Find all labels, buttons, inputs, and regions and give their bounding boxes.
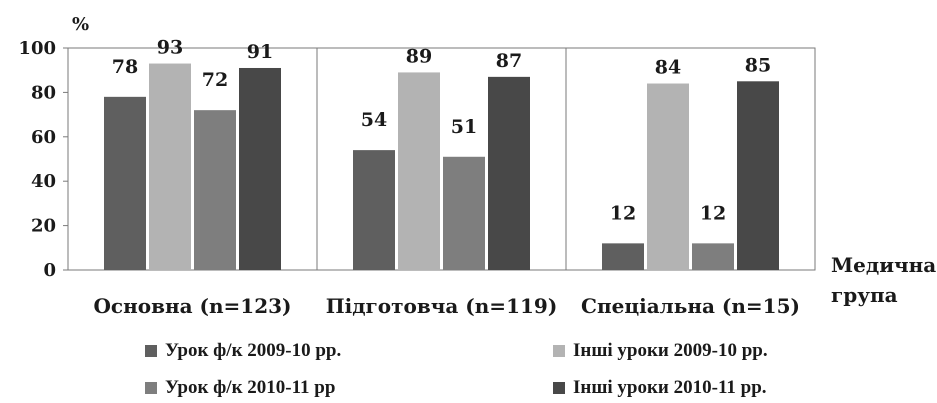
bar [194, 110, 236, 270]
legend-swatch [553, 382, 565, 394]
y-axis-label: % [72, 14, 89, 35]
bar [488, 76, 530, 270]
bar [398, 72, 440, 270]
plot-frame [63, 47, 816, 271]
data-label: 93 [157, 37, 183, 59]
legend-label: Інші уроки 2009-10 рр. [573, 340, 768, 361]
x-category-label: Підготовча (n=119) [326, 294, 558, 318]
bar [602, 243, 644, 270]
data-label: 78 [112, 56, 138, 78]
x-axis-label-line: Медична [831, 253, 936, 277]
legend-label: Урок ф/к 2010-11 рр [165, 377, 336, 398]
data-label: 51 [451, 116, 477, 138]
legend-label: Інші уроки 2010-11 рр. [573, 377, 767, 398]
legend-label: Урок ф/к 2009-10 рр. [165, 340, 342, 361]
data-label: 89 [406, 45, 432, 67]
data-label: 85 [745, 54, 771, 76]
bar [149, 63, 191, 270]
bar [353, 150, 395, 270]
bar [737, 81, 779, 270]
bars [104, 63, 779, 271]
bar [239, 67, 281, 270]
data-label: 12 [700, 202, 726, 224]
bar [443, 156, 485, 270]
plot-border [67, 47, 816, 271]
data-label: 91 [247, 41, 273, 63]
x-category-labels: Основна (n=123) Підготовча (n=119) Спеціал… [93, 294, 799, 318]
bar [104, 96, 146, 270]
legend-swatch [145, 382, 157, 394]
y-tick-label: 0 [43, 260, 56, 281]
legend-swatch [145, 345, 157, 357]
x-category-label: Основна (n=123) [93, 294, 291, 318]
legend-item: Інші уроки 2009-10 рр. [553, 340, 768, 362]
data-labels: 78 93 72 91 54 89 51 87 12 84 12 85 [112, 37, 771, 225]
bar [647, 83, 689, 271]
data-label: 87 [496, 50, 522, 72]
bar-chart: 78 93 72 91 54 89 51 87 12 84 12 85 0 20 40 60 80 100 Ос… [18, 14, 936, 318]
data-label: 12 [610, 202, 636, 224]
x-axis-label-line: група [831, 283, 898, 307]
y-tick-label: 20 [31, 216, 56, 237]
y-tick-label: 100 [18, 38, 56, 59]
y-tick-labels: 0 20 40 60 80 100 [18, 38, 56, 281]
y-tick-label: 80 [31, 82, 56, 103]
bar [692, 243, 734, 270]
data-label: 84 [655, 57, 681, 79]
legend-swatch [553, 345, 565, 357]
data-label: 72 [202, 69, 228, 91]
legend-item: Інші уроки 2010-11 рр. [553, 377, 767, 399]
legend-item: Урок ф/к 2009-10 рр. [145, 340, 341, 362]
x-axis-label: Медична група [831, 253, 936, 307]
x-category-label: Спеціальна (n=15) [581, 294, 800, 318]
y-tick-label: 40 [31, 171, 56, 192]
y-tick-label: 60 [31, 127, 56, 148]
data-label: 54 [361, 109, 387, 131]
legend-item: Урок ф/к 2010-11 рр [145, 377, 335, 399]
